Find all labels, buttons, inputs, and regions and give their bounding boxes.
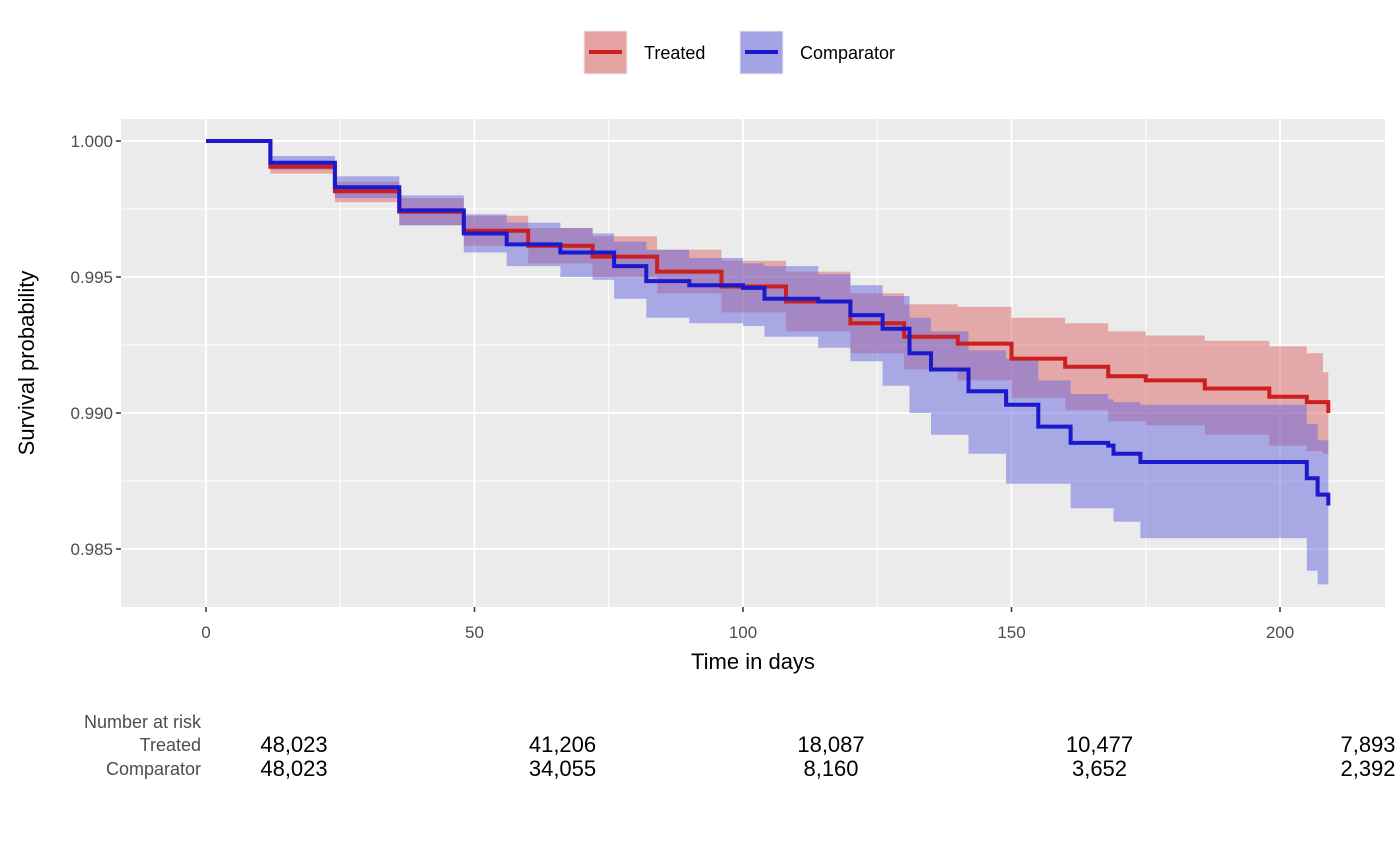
risk-values: 48,023 41,206 18,087 10,477 7,893 48,023 34,05… — [260, 732, 1395, 781]
legend-item-treated[interactable]: Treated — [583, 30, 705, 75]
risk-value-comparator: 34,055 — [529, 756, 596, 781]
legend: Treated Comparator — [583, 30, 895, 75]
risk-row-label-treated: Treated — [140, 735, 201, 755]
y-tick-label: 0.985 — [70, 540, 113, 559]
x-axis-title: Time in days — [691, 649, 815, 674]
risk-table-title: Number at risk — [84, 712, 202, 732]
risk-value-comparator: 3,652 — [1072, 756, 1127, 781]
risk-value-treated: 41,206 — [529, 732, 596, 757]
survival-lines — [206, 139, 1331, 506]
survival-line-comparator — [206, 139, 1331, 506]
risk-value-treated: 10,477 — [1066, 732, 1133, 757]
x-axis: 0 50 100 150 200 — [201, 607, 1294, 642]
y-tick-label: 1.000 — [70, 132, 113, 151]
y-axis-title: Survival probability — [14, 271, 39, 456]
y-tick-label: 0.995 — [70, 268, 113, 287]
risk-value-comparator: 2,392 — [1340, 756, 1395, 781]
legend-label-comparator: Comparator — [800, 43, 895, 63]
legend-item-comparator[interactable]: Comparator — [739, 30, 895, 75]
risk-table: Number at risk Treated Comparator 48,023… — [84, 712, 1396, 781]
x-tick-label: 50 — [465, 623, 484, 642]
y-tick-label: 0.990 — [70, 404, 113, 423]
y-axis: 0.985 0.990 0.995 1.000 — [70, 132, 121, 559]
x-tick-label: 200 — [1266, 623, 1294, 642]
risk-row-label-comparator: Comparator — [106, 759, 201, 779]
risk-value-comparator: 8,160 — [803, 756, 858, 781]
x-tick-label: 0 — [201, 623, 210, 642]
confidence-band-comparator — [206, 141, 1329, 585]
x-tick-label: 150 — [997, 623, 1025, 642]
risk-value-comparator: 48,023 — [260, 756, 327, 781]
risk-value-treated: 48,023 — [260, 732, 327, 757]
risk-value-treated: 7,893 — [1340, 732, 1395, 757]
x-tick-label: 100 — [729, 623, 757, 642]
legend-label-treated: Treated — [644, 43, 705, 63]
risk-value-treated: 18,087 — [797, 732, 864, 757]
